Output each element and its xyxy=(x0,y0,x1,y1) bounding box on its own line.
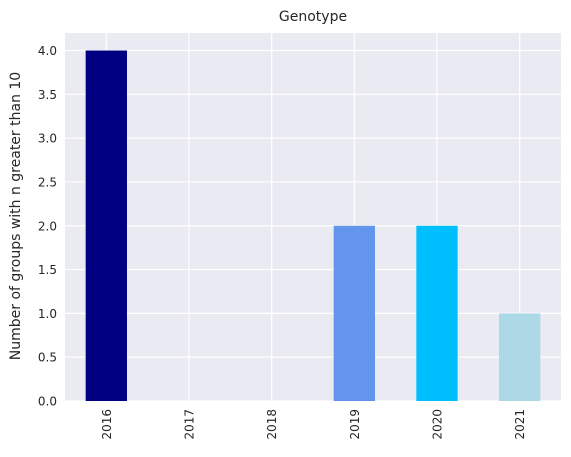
y-tick-label: 2.5 xyxy=(38,175,57,189)
y-tick-label: 1.5 xyxy=(38,263,57,277)
bars xyxy=(85,50,541,402)
x-tick-label: 2020 xyxy=(431,409,445,440)
bar-2021 xyxy=(499,313,541,401)
x-tick-label: 2016 xyxy=(100,409,114,440)
x-tick-label: 2017 xyxy=(183,409,197,440)
x-tick-label: 2018 xyxy=(265,409,279,440)
x-tick-label: 2019 xyxy=(348,409,362,440)
plot-area xyxy=(65,33,561,401)
y-tick-label: 3.0 xyxy=(38,132,57,146)
bar-2019 xyxy=(333,225,375,401)
chart-title: Genotype xyxy=(279,9,347,25)
x-tick-labels: 2016 2017 2018 2019 2020 2021 xyxy=(100,409,527,440)
y-tick-labels: 0.0 0.5 1.0 1.5 2.0 2.5 3.0 3.5 4.0 xyxy=(38,44,57,408)
bar-2020 xyxy=(416,225,458,401)
y-tick-label: 0.5 xyxy=(38,351,57,365)
y-axis-label: Number of groups with n greater than 10 xyxy=(8,72,24,360)
x-tick-label: 2021 xyxy=(513,409,527,440)
y-tick-label: 4.0 xyxy=(38,44,57,58)
y-tick-label: 2.0 xyxy=(38,219,57,233)
bar-2016 xyxy=(85,50,127,402)
y-tick-label: 3.5 xyxy=(38,88,57,102)
y-tick-label: 1.0 xyxy=(38,307,57,321)
y-tick-label: 0.0 xyxy=(38,395,57,409)
